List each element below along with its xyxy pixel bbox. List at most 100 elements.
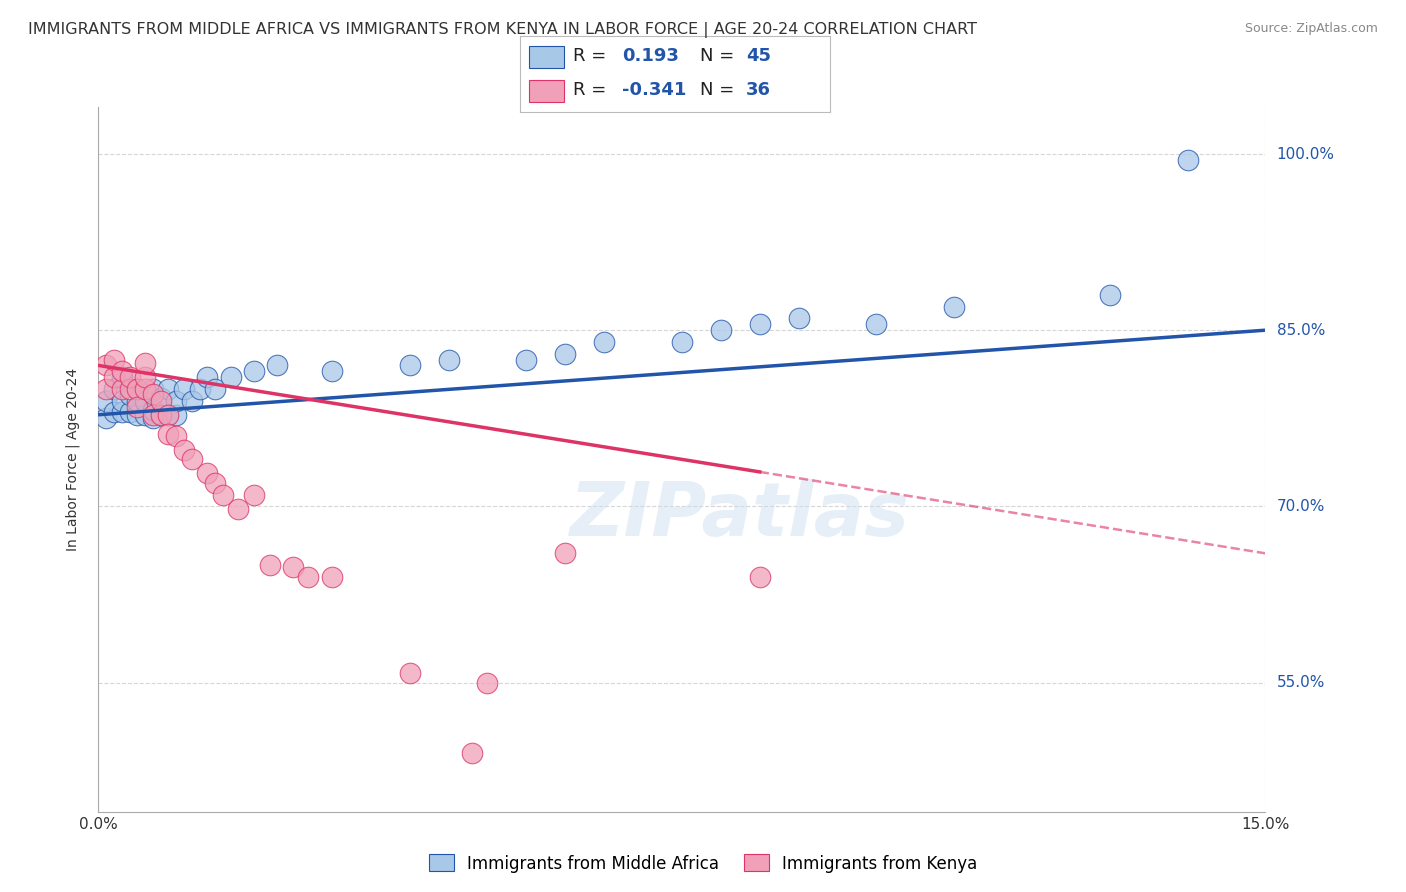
Point xyxy=(134,370,156,384)
Point xyxy=(111,370,134,384)
Point xyxy=(173,442,195,457)
Point xyxy=(259,558,281,573)
Point xyxy=(127,393,149,408)
Point xyxy=(149,392,172,406)
Point xyxy=(180,393,202,408)
Point xyxy=(111,382,134,396)
Point xyxy=(593,334,616,349)
Text: 70.0%: 70.0% xyxy=(1277,499,1324,514)
Point xyxy=(111,405,134,419)
Text: N =: N = xyxy=(700,81,740,99)
Point xyxy=(134,393,156,408)
FancyBboxPatch shape xyxy=(530,79,564,103)
Point xyxy=(1177,153,1199,167)
Text: IMMIGRANTS FROM MIDDLE AFRICA VS IMMIGRANTS FROM KENYA IN LABOR FORCE | AGE 20-2: IMMIGRANTS FROM MIDDLE AFRICA VS IMMIGRA… xyxy=(28,22,977,38)
Point xyxy=(127,382,149,396)
Point xyxy=(710,323,733,337)
Point xyxy=(554,546,576,560)
Point xyxy=(149,393,172,408)
Text: 55.0%: 55.0% xyxy=(1277,675,1324,690)
Point xyxy=(243,488,266,502)
Text: R =: R = xyxy=(572,81,612,99)
Point xyxy=(103,370,125,384)
Point xyxy=(671,334,693,349)
Point xyxy=(111,393,134,408)
Point xyxy=(165,429,187,443)
Point xyxy=(118,370,141,384)
Point xyxy=(204,382,226,396)
Point xyxy=(142,408,165,422)
Text: Source: ZipAtlas.com: Source: ZipAtlas.com xyxy=(1244,22,1378,36)
Point xyxy=(96,382,118,396)
Point xyxy=(180,452,202,467)
Point xyxy=(748,318,770,332)
Point xyxy=(228,501,250,516)
Point xyxy=(1098,288,1121,302)
Point xyxy=(157,426,180,441)
Point xyxy=(554,347,576,361)
Y-axis label: In Labor Force | Age 20-24: In Labor Force | Age 20-24 xyxy=(65,368,80,551)
Point xyxy=(134,382,156,396)
Point xyxy=(149,408,172,422)
Point xyxy=(297,570,319,584)
Point xyxy=(127,382,149,396)
Point xyxy=(157,382,180,396)
Point xyxy=(134,408,156,422)
Point xyxy=(515,352,537,367)
Point xyxy=(321,364,343,378)
Text: 36: 36 xyxy=(747,81,770,99)
Point xyxy=(321,570,343,584)
Point xyxy=(134,356,156,370)
Point xyxy=(195,467,218,481)
Point xyxy=(165,393,187,408)
Point xyxy=(142,411,165,425)
Point xyxy=(118,382,141,396)
Point xyxy=(127,400,149,414)
Text: 100.0%: 100.0% xyxy=(1277,146,1334,161)
Point xyxy=(127,408,149,422)
Point xyxy=(748,570,770,584)
Text: R =: R = xyxy=(572,47,612,65)
Point xyxy=(118,405,141,419)
Text: -0.341: -0.341 xyxy=(623,81,686,99)
Point xyxy=(787,311,810,326)
Text: ZIPatlas: ZIPatlas xyxy=(571,479,910,552)
Point xyxy=(142,382,165,396)
Point xyxy=(219,370,242,384)
Point xyxy=(103,382,125,396)
Point xyxy=(149,408,172,422)
Point xyxy=(157,408,180,422)
Point xyxy=(96,393,118,408)
Point xyxy=(266,359,288,373)
Point xyxy=(204,475,226,490)
Text: 45: 45 xyxy=(747,47,770,65)
Point xyxy=(111,364,134,378)
Point xyxy=(165,408,187,422)
Point xyxy=(103,405,125,419)
Point xyxy=(157,408,180,422)
Point xyxy=(195,370,218,384)
Point xyxy=(96,359,118,373)
Text: 0.193: 0.193 xyxy=(623,47,679,65)
Point xyxy=(437,352,460,367)
Point xyxy=(477,675,499,690)
Point xyxy=(943,300,966,314)
Point xyxy=(281,560,304,574)
Point xyxy=(398,666,420,681)
FancyBboxPatch shape xyxy=(530,45,564,69)
Point xyxy=(243,364,266,378)
Point xyxy=(118,388,141,402)
Point xyxy=(142,386,165,401)
Point xyxy=(865,318,887,332)
Point xyxy=(173,382,195,396)
Point xyxy=(461,746,484,760)
Text: 85.0%: 85.0% xyxy=(1277,323,1324,338)
Point xyxy=(142,403,165,417)
Point xyxy=(96,411,118,425)
Point xyxy=(188,382,211,396)
Point xyxy=(212,488,235,502)
Point xyxy=(398,359,420,373)
Legend: Immigrants from Middle Africa, Immigrants from Kenya: Immigrants from Middle Africa, Immigrant… xyxy=(422,847,984,880)
Text: N =: N = xyxy=(700,47,740,65)
Point xyxy=(103,352,125,367)
